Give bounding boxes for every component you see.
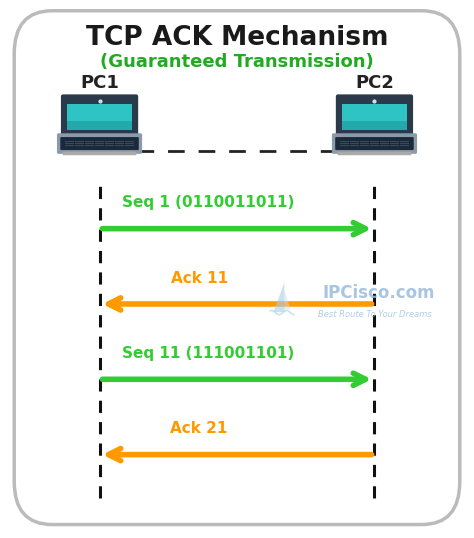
FancyBboxPatch shape [342,104,407,130]
Bar [105,141,114,142]
Text: PC1: PC1 [80,74,119,93]
Bar [350,145,359,146]
Bar [350,143,359,144]
Bar [65,143,74,144]
Bar [380,145,389,146]
Bar [350,141,359,142]
Bar [360,145,369,146]
Text: Seq 1 (0110011011): Seq 1 (0110011011) [122,195,295,210]
Bar [75,143,84,144]
Bar [390,143,399,144]
Bar [85,141,94,142]
Bar [340,143,349,144]
Bar [115,141,124,142]
Bar [65,145,74,146]
Text: Best Route To Your Dreams: Best Route To Your Dreams [318,310,431,319]
FancyBboxPatch shape [67,104,132,130]
Text: IPCisco.com: IPCisco.com [322,284,435,302]
Bar [400,143,409,144]
Bar [105,143,114,144]
Bar [340,141,349,142]
Bar [95,143,104,144]
Bar [115,145,124,146]
FancyBboxPatch shape [342,121,407,130]
Text: TCP ACK Mechanism: TCP ACK Mechanism [86,25,388,51]
FancyBboxPatch shape [332,133,417,154]
Text: Ack 21: Ack 21 [170,421,228,436]
Text: Seq 11 (111001101): Seq 11 (111001101) [122,346,295,361]
Bar [370,141,379,142]
Bar [390,141,399,142]
Polygon shape [284,291,291,309]
Text: Ack 11: Ack 11 [171,271,228,286]
Bar [340,145,349,146]
Bar [400,141,409,142]
Bar [380,143,389,144]
Bar [370,145,379,146]
Bar [400,145,409,146]
FancyBboxPatch shape [14,11,460,525]
FancyBboxPatch shape [63,152,137,155]
Bar [360,141,369,142]
Bar [115,143,124,144]
Bar [75,145,84,146]
FancyBboxPatch shape [67,121,132,130]
Bar [95,141,104,142]
FancyBboxPatch shape [337,152,411,155]
Bar [85,143,94,144]
Bar [125,145,134,146]
Bar [125,143,134,144]
FancyBboxPatch shape [336,94,413,137]
Bar [360,143,369,144]
Bar [105,145,114,146]
Polygon shape [273,282,284,312]
Bar [95,145,104,146]
Bar [370,143,379,144]
Bar [85,145,94,146]
FancyBboxPatch shape [60,137,139,150]
FancyBboxPatch shape [335,137,414,150]
Bar [390,145,399,146]
Bar [125,141,134,142]
Text: (Guaranteed Transmission): (Guaranteed Transmission) [100,53,374,71]
Bar [380,141,389,142]
Bar [65,141,74,142]
FancyBboxPatch shape [61,94,138,137]
Text: PC2: PC2 [355,74,394,93]
Bar [75,141,84,142]
FancyBboxPatch shape [57,133,142,154]
